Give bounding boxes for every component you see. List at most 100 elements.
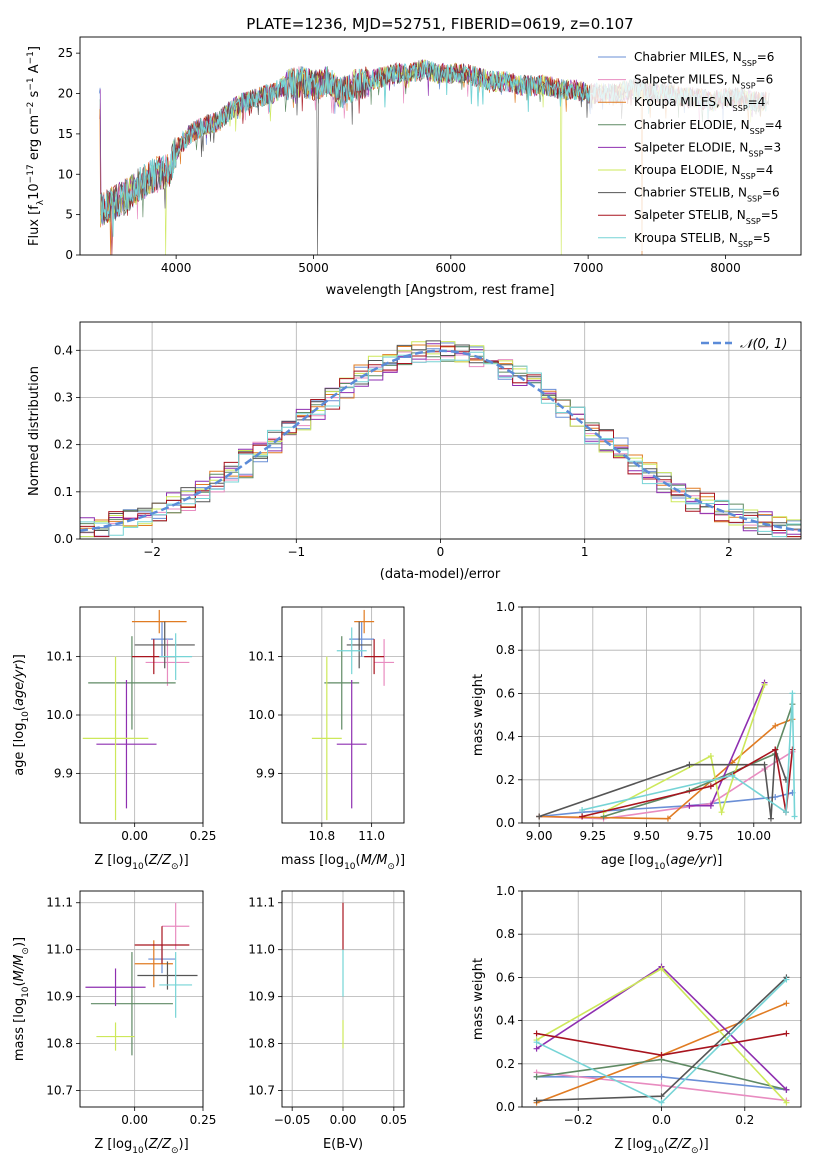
y-tick-label: 10.9	[46, 990, 73, 1004]
x-tick-label: 9.00	[526, 829, 553, 843]
label-part: age/yr	[12, 663, 27, 706]
legend-label: Chabrier ELODIE, NSSP=4	[634, 118, 782, 136]
y-tick-label: 20	[58, 87, 73, 101]
x-axis-label: wavelength [Angstrom, rest frame]	[326, 283, 555, 298]
y-axis-label: mass weight	[471, 958, 486, 1040]
y-tick-label: 10.1	[46, 650, 73, 664]
x-tick-label: 4000	[161, 261, 192, 275]
label-part: Z/Z	[668, 1137, 692, 1152]
legend-sub: SSP	[750, 126, 765, 135]
legend-label: Kroupa MILES, NSSP=4	[634, 95, 765, 113]
legend-name: Salpeter STELIB, N	[634, 208, 746, 222]
weight-marker	[707, 753, 714, 760]
weight-marker	[761, 681, 768, 688]
legend-sub: SSP	[747, 194, 762, 203]
x-tick-label: 0.0	[652, 1113, 671, 1127]
x-tick-label: −0.05	[274, 1113, 311, 1127]
weight-marker	[718, 809, 725, 816]
weight-marker	[707, 783, 714, 790]
x-tick-label: 11.0	[358, 829, 385, 843]
weight-marker	[533, 1039, 540, 1046]
y-tick-label: 0.0	[496, 1100, 515, 1114]
legend-sub: SSP	[742, 59, 757, 68]
label-part: age/yr	[670, 853, 713, 868]
y-tick-label: 0.4	[496, 730, 515, 744]
y-tick-label: 10.8	[46, 1037, 73, 1051]
legend-name: Salpeter MILES, N	[634, 73, 741, 87]
weight-marker	[533, 1030, 540, 1037]
weight-line	[603, 703, 794, 818]
weight-marker	[782, 809, 789, 816]
x-tick-label: 0.25	[190, 829, 217, 843]
legend-label: Salpeter STELIB, NSSP=5	[634, 208, 778, 226]
label-part: Flux [f	[27, 205, 42, 246]
y-axis-label: Flux [fλ10−17 erg cm−2 s−1 A−1]	[26, 46, 46, 246]
label-part: mass weight	[471, 958, 486, 1040]
plot-area	[536, 679, 798, 822]
legend-sub: SSP	[741, 81, 756, 90]
normal-curve	[80, 349, 801, 532]
y-tick-label: 10	[58, 167, 73, 181]
weight-marker	[579, 807, 586, 814]
axes-frame	[79, 890, 204, 1108]
x-tick-label: −1	[287, 545, 305, 559]
weight-marker	[772, 746, 779, 753]
label-part: (	[12, 706, 27, 711]
x-axis-label: mass [log10(M/M⊙)]	[281, 853, 405, 872]
weight-marker	[783, 1030, 790, 1037]
label-part: −1	[26, 77, 36, 90]
weight-marker	[707, 802, 714, 809]
label-part: (	[665, 853, 670, 868]
legend-name: Chabrier STELIB, N	[634, 186, 747, 200]
y-tick-label: 0.0	[54, 532, 73, 546]
y-axis-label: age [log10(age/yr)]	[12, 654, 31, 776]
label-part: (	[356, 853, 361, 868]
label-part: ⊙	[691, 1146, 699, 1156]
y-tick-label: 0.1	[54, 485, 73, 499]
weight-marker	[686, 802, 693, 809]
legend-label: Chabrier STELIB, NSSP=6	[634, 186, 780, 204]
weight-marker	[783, 1086, 790, 1093]
panel-residual_hist: −2 −1 0 1 2 0.0 0.1 0.2 0.3 0.4 𝒩(0, 1) (data-model…	[27, 321, 802, 582]
legend-name: Kroupa ELODIE, N	[634, 163, 741, 177]
label-part: Z/Z	[148, 853, 172, 868]
x-axis-label: age [log10(age/yr)]	[601, 853, 723, 872]
y-tick-label: 0.6	[496, 686, 515, 700]
y-tick-label: 10.8	[248, 1037, 275, 1051]
weight-marker	[772, 794, 779, 801]
x-tick-label: 1	[581, 545, 589, 559]
label-part: erg cm	[27, 115, 42, 164]
y-tick-label: 15	[58, 127, 73, 141]
x-tick-label: 0.00	[330, 1113, 357, 1127]
label-part: age [log	[601, 853, 654, 868]
y-tick-label: 5	[65, 208, 73, 222]
y-tick-label: 0.8	[496, 927, 515, 941]
x-tick-label: 10.00	[737, 829, 771, 843]
weight-marker	[789, 690, 796, 697]
legend-count: =4	[756, 163, 774, 177]
label-part: ⊙	[21, 947, 31, 955]
panel-age_vs_Z: 0.00 0.259.910.010.1Z [log10(Z/Z⊙)]age [l…	[12, 606, 217, 872]
y-tick-label: 1.0	[496, 884, 515, 898]
label-part: −1	[26, 51, 36, 64]
axes-frame	[79, 36, 802, 256]
label-part: (	[144, 1137, 149, 1152]
legend-name: Kroupa STELIB, N	[634, 231, 738, 245]
label-part: )]	[179, 853, 189, 868]
legend-count: =6	[756, 73, 774, 87]
label-part: mass [log	[12, 998, 27, 1061]
label-part: )]	[712, 853, 722, 868]
plot-area	[311, 609, 395, 821]
panel-mass_vs_EBV: −0.05 0.00 0.05 10.7 10.8 10.9 11.0 11.1 E(B-V)	[248, 890, 407, 1152]
label-part: A	[27, 64, 42, 77]
label-part: E(B-V)	[323, 1137, 363, 1152]
x-tick-label: −0.2	[564, 1113, 593, 1127]
plot-area	[533, 963, 790, 1106]
weight-marker	[783, 1000, 790, 1007]
label-part: 10	[27, 183, 42, 200]
histogram-step	[80, 351, 801, 538]
legend-label: Chabrier MILES, NSSP=6	[634, 50, 774, 68]
weight-marker	[772, 722, 779, 729]
y-tick-label: 0.3	[54, 390, 73, 404]
